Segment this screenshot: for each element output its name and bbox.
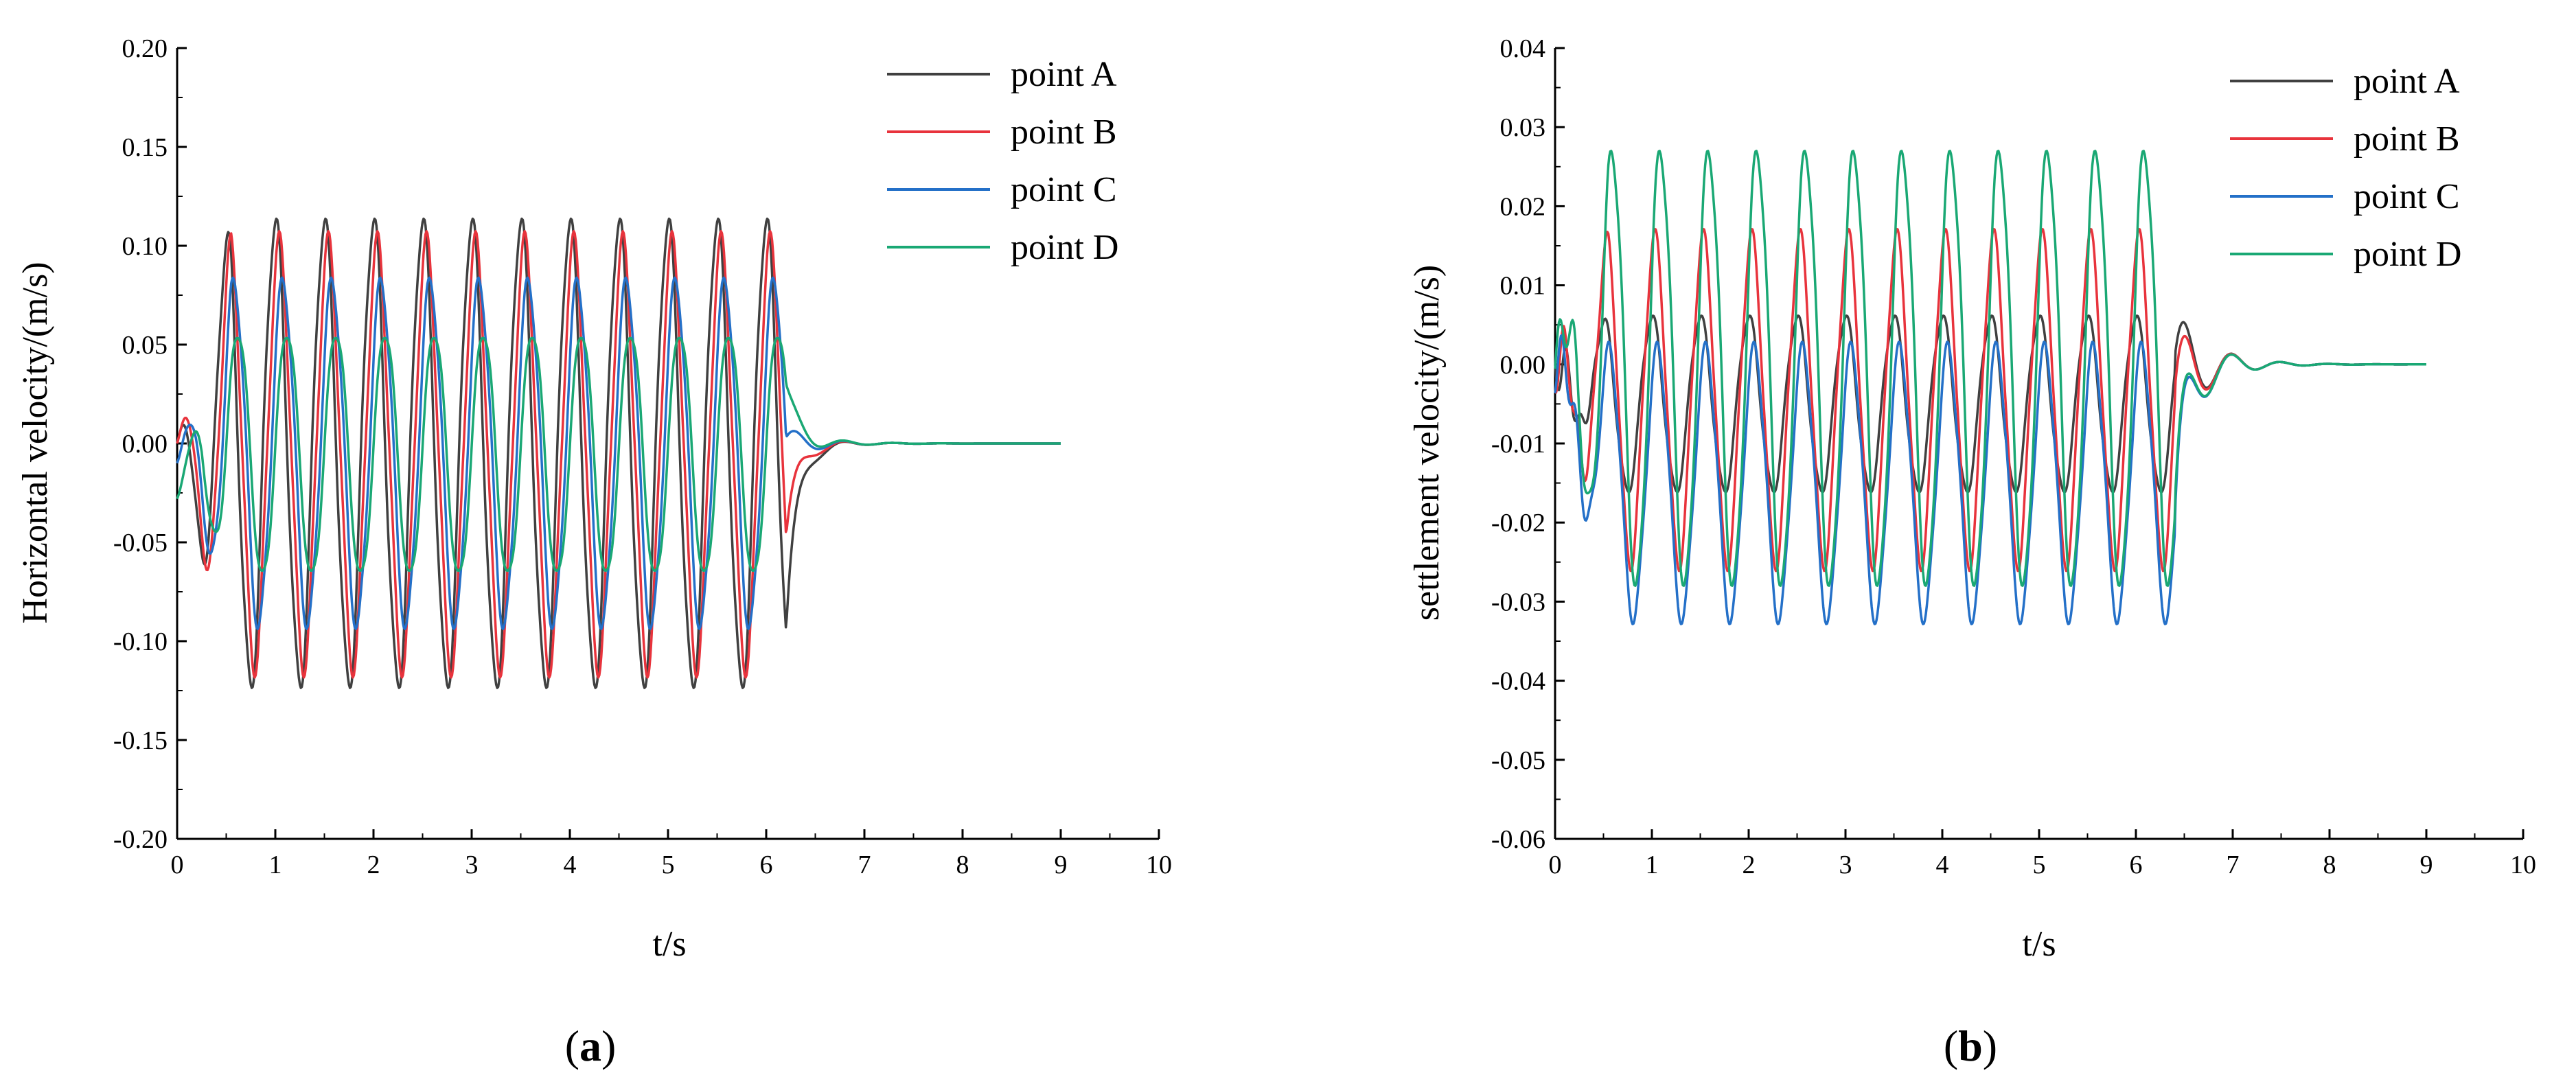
y-tick-label: -0.01 — [1491, 430, 1545, 459]
plot-area-a: 0 1 2 3 4 5 6 7 8 9 10 -0.20 -0.15 -0.10 -0.05 0.00 0.05… — [113, 34, 1172, 879]
y-tick-label: 0.01 — [1500, 272, 1546, 301]
x-tick-label: 0 — [171, 851, 184, 879]
legend-label: point D — [1011, 228, 1118, 267]
x-tick-label: 0 — [1549, 851, 1562, 879]
x-axis-label-a: t/s — [652, 925, 686, 964]
panel-caption-a: (a) — [565, 1021, 617, 1070]
x-tick-label: 3 — [1839, 851, 1852, 879]
y-tick-label: -0.15 — [113, 726, 168, 755]
legend-a: point A point B point C point D — [887, 55, 1118, 267]
y-tick-label: 0.10 — [122, 232, 168, 261]
y-tick-label: -0.10 — [113, 627, 168, 656]
y-tick-label: 0.02 — [1500, 192, 1546, 221]
y-tick-label: 0.03 — [1500, 113, 1546, 142]
y-tick-label: -0.05 — [1491, 746, 1545, 775]
x-tick-label: 8 — [2323, 851, 2336, 879]
x-tick-label: 1 — [1646, 851, 1659, 879]
y-tick-label: -0.06 — [1491, 825, 1545, 854]
caption-letter-a: a — [579, 1021, 601, 1070]
legend-label: point D — [2354, 235, 2461, 274]
x-tick-label: 10 — [2510, 851, 2536, 879]
legend-label: point C — [2354, 177, 2460, 216]
x-tick-label: 7 — [858, 851, 871, 879]
legend-label: point B — [1011, 113, 1117, 152]
panel-caption-b: (b) — [1944, 1021, 1997, 1070]
y-tick-label: -0.04 — [1491, 667, 1545, 696]
y-tick-label: 0.15 — [122, 133, 168, 162]
x-axis-label-b: t/s — [2022, 925, 2056, 964]
y-axis-label-b: settlement velocity/(m/s) — [1407, 265, 1447, 621]
panel-a: 0 1 2 3 4 5 6 7 8 9 10 -0.20 -0.15 -0.10 -0.05 0.00 0.05… — [16, 34, 1172, 1070]
x-tick-label: 9 — [1055, 851, 1068, 879]
caption-letter-b: b — [1958, 1021, 1983, 1070]
caption-close-b: ) — [1983, 1021, 1997, 1070]
x-tick-label: 4 — [564, 851, 577, 879]
legend-label: point A — [2354, 62, 2460, 101]
plot-area-b: 0 1 2 3 4 5 6 7 8 9 10 -0.06 -0.05 -0.04 -0.03 -0.02 -0.… — [1491, 34, 2536, 879]
y-tick-label: -0.20 — [113, 825, 168, 854]
y-tick-label: 0.04 — [1500, 34, 1546, 63]
x-tick-label: 4 — [1936, 851, 1949, 879]
legend-b: point A point B point C point D — [2230, 62, 2461, 274]
panel-b: 0 1 2 3 4 5 6 7 8 9 10 -0.06 -0.05 -0.04 -0.03 -0.02 -0.… — [1407, 34, 2536, 1070]
x-tick-label: 3 — [465, 851, 479, 879]
y-tick-label: -0.03 — [1491, 588, 1545, 616]
x-tick-label: 10 — [1146, 851, 1172, 879]
x-tick-label: 6 — [760, 851, 773, 879]
legend-label: point B — [2354, 119, 2460, 159]
x-tick-label: 5 — [662, 851, 675, 879]
y-tick-label: 0.00 — [122, 430, 168, 459]
y-tick-label: 0.05 — [122, 331, 168, 360]
y-tick-label: 0.20 — [122, 34, 168, 63]
x-tick-label: 8 — [956, 851, 969, 879]
series-line-point-d — [1554, 150, 2427, 587]
y-axis-label-a: Horizontal velocity/(m/s) — [16, 262, 55, 623]
y-tick-label: 0.00 — [1500, 351, 1546, 380]
x-tick-label: 1 — [269, 851, 282, 879]
caption-open-b: ( — [1944, 1021, 1958, 1070]
x-tick-label: 5 — [2033, 851, 2046, 879]
legend-label: point C — [1011, 170, 1117, 209]
x-tick-label: 2 — [367, 851, 380, 879]
x-tick-label: 7 — [2227, 851, 2240, 879]
x-tick-label: 6 — [2130, 851, 2143, 879]
caption-close-a: ) — [601, 1021, 616, 1070]
x-tick-label: 9 — [2420, 851, 2433, 879]
y-tick-label: -0.05 — [113, 529, 168, 557]
x-tick-label: 2 — [1743, 851, 1756, 879]
y-tick-label: -0.02 — [1491, 509, 1545, 538]
series-line-point-d — [176, 336, 1061, 573]
legend-label: point A — [1011, 55, 1117, 94]
caption-open-a: ( — [565, 1021, 579, 1070]
